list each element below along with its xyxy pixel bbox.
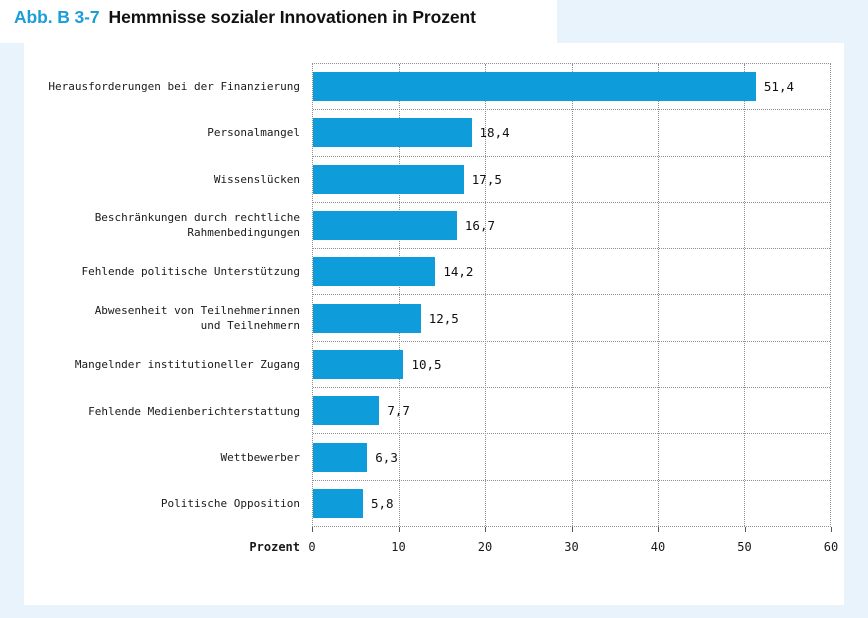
x-axis-ticks [312,527,832,533]
plot-area: 51,4 18,4 17,5 16,7 14,2 12,5 10,5 7,7 6,3 5,8 [312,63,831,527]
x-axis-tick-labels: 0 10 20 30 40 50 60 [308,540,838,556]
x-tick-label: 60 [823,540,839,554]
category-label: Fehlende politische Unterstützung [30,249,300,295]
value-label: 12,5 [428,310,459,326]
bar [313,442,368,472]
tick-mark [658,527,659,532]
x-tick-label: 40 [650,540,666,554]
bar-row: 7,7 [313,388,830,435]
category-label: Wissenslücken [30,156,300,202]
category-label-text: Herausforderungen bei der Finanzierung [48,79,300,93]
category-label-text: Fehlende Medienberichterstattung [88,404,300,418]
category-label-text: Beschränkungen durch rechtliche Rahmenbe… [94,211,300,240]
x-tick-label: 50 [737,540,752,554]
x-tick-label: 10 [391,540,406,554]
x-axis-title: Prozent [249,540,300,554]
category-label: Politische Opposition [30,481,300,527]
category-label-text: Mangelnder institutioneller Zugang [74,358,300,372]
category-label: Abwesenheit von Teilnehmerinnen und Teil… [30,295,300,341]
tick-mark [312,527,313,532]
category-label-text: Fehlende politische Unterstützung [81,265,300,279]
value-label: 14,2 [443,264,474,280]
value-label: 10,5 [411,356,442,372]
bar [313,164,464,194]
figure-title: Abb. B 3-7 Hemmnisse sozialer Innovatione… [14,7,476,28]
figure-title-band: Abb. B 3-7 Hemmnisse sozialer Innovatione… [0,0,557,43]
bar-row: 14,2 [313,249,830,296]
bar [313,118,472,148]
category-labels-column: Herausforderungen bei der Finanzierung Pe… [30,63,300,527]
category-label-text: Wettbewerber [220,450,300,464]
tick-mark [744,527,746,532]
tick-mark [571,527,573,532]
bar [313,488,363,518]
x-tick-label: 30 [564,540,579,554]
figure-number: Abb. B 3-7 [14,7,100,27]
category-label: Personalmangel [30,109,300,155]
category-label-text: Politische Opposition [160,497,300,511]
tick-mark [831,527,832,532]
category-label-text: Abwesenheit von Teilnehmerinnen und Teil… [94,304,300,333]
category-label-text: Personalmangel [207,126,300,140]
value-label: 18,4 [479,125,510,141]
value-label: 7,7 [387,403,410,419]
bar-row: 5,8 [313,481,830,526]
bar-row: 18,4 [313,110,830,157]
x-tick-label: 20 [477,540,493,554]
bar [313,303,421,333]
bar-row: 17,5 [313,157,830,203]
tick-mark [398,527,400,532]
bar [313,396,380,426]
category-label: Wettbewerber [30,434,300,480]
category-label: Mangelnder institutioneller Zugang [30,341,300,387]
value-label: 16,7 [464,218,495,234]
bar-rows: 51,4 18,4 17,5 16,7 14,2 12,5 10,5 7,7 6,3 5,8 [313,64,830,526]
x-tick-label: 0 [308,540,316,554]
bar [313,349,404,379]
value-label: 6,3 [375,449,398,465]
bar-row: 6,3 [313,434,830,481]
bar-row: 16,7 [313,203,830,250]
category-label: Beschränkungen durch rechtliche Rahmenbe… [30,202,300,248]
bar [313,211,457,241]
bar-row: 12,5 [313,295,830,342]
bar-row: 10,5 [313,342,830,389]
value-label: 51,4 [763,79,794,95]
category-label: Herausforderungen bei der Finanzierung [30,63,300,109]
figure-title-text: Hemmnisse sozialer Innovationen in Proze… [108,7,476,27]
tick-mark [485,527,486,532]
value-label: 17,5 [471,171,502,187]
bar [313,72,756,102]
bar-row: 51,4 [313,64,830,111]
category-label-text: Wissenslücken [213,172,300,186]
value-label: 5,8 [370,495,394,511]
bar [313,257,436,287]
category-label: Fehlende Medienberichterstattung [30,388,300,434]
